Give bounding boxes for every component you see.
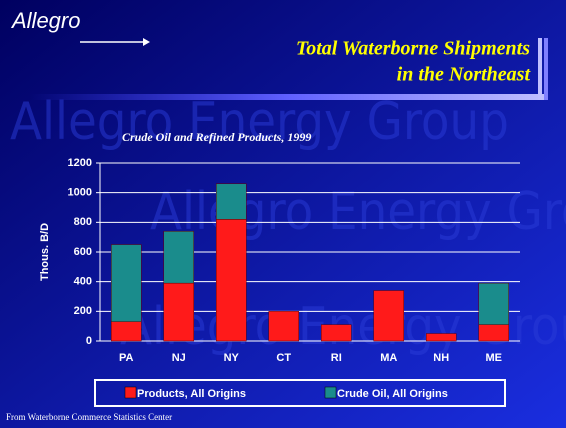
source-note: From Waterborne Commerce Statistics Cent…: [6, 412, 172, 422]
legend-swatch: [124, 386, 137, 399]
bar-segment: [478, 282, 509, 325]
logo: Allegro: [10, 8, 80, 33]
bar-segment: [478, 324, 509, 342]
legend-label: Products, All Origins: [137, 388, 246, 400]
x-tick-label: NY: [224, 352, 240, 364]
bar-segment: [111, 321, 142, 342]
title-rule: [30, 94, 545, 100]
bar-segment: [426, 333, 457, 342]
watermark: Allegro Energy Group: [150, 182, 566, 242]
bar-segment: [216, 219, 247, 342]
x-tick-label: MA: [380, 352, 397, 364]
x-tick-label: RI: [331, 352, 342, 364]
bar-segment: [163, 282, 194, 342]
legend-box: [94, 379, 506, 407]
bar-segment: [268, 311, 299, 342]
y-tick-label: 200: [74, 305, 92, 317]
y-tick-label: 600: [74, 246, 92, 258]
x-tick-label: PA: [119, 352, 134, 364]
y-tick-label: 800: [74, 216, 92, 228]
legend-swatch: [324, 386, 337, 399]
x-tick-label: ME: [486, 352, 503, 364]
logo-arrow-head: [143, 38, 150, 46]
bar-segment: [373, 290, 404, 342]
title-rule-v: [544, 38, 548, 100]
bar-segment: [216, 183, 247, 220]
x-tick-label: CT: [276, 352, 291, 364]
title-rule-v: [538, 38, 542, 100]
y-tick-label: 400: [74, 276, 92, 288]
y-tick-label: 1200: [68, 157, 92, 169]
bar-segment: [163, 230, 194, 284]
x-tick-label: NH: [433, 352, 449, 364]
bar-segment: [321, 324, 352, 342]
watermark: Allegro Energy Group: [10, 92, 509, 152]
chart-title: Total Waterborne Shipments: [296, 38, 530, 60]
legend-label: Crude Oil, All Origins: [337, 388, 448, 400]
chart-subtitle: Crude Oil and Refined Products, 1999: [122, 130, 311, 144]
x-tick-label: NJ: [172, 352, 186, 364]
y-tick-label: 1000: [68, 187, 92, 199]
y-tick-label: 0: [86, 335, 92, 347]
y-axis-label: Thous. B/D: [39, 223, 51, 281]
bar-segment: [111, 244, 142, 322]
chart-title: in the Northeast: [397, 64, 532, 86]
